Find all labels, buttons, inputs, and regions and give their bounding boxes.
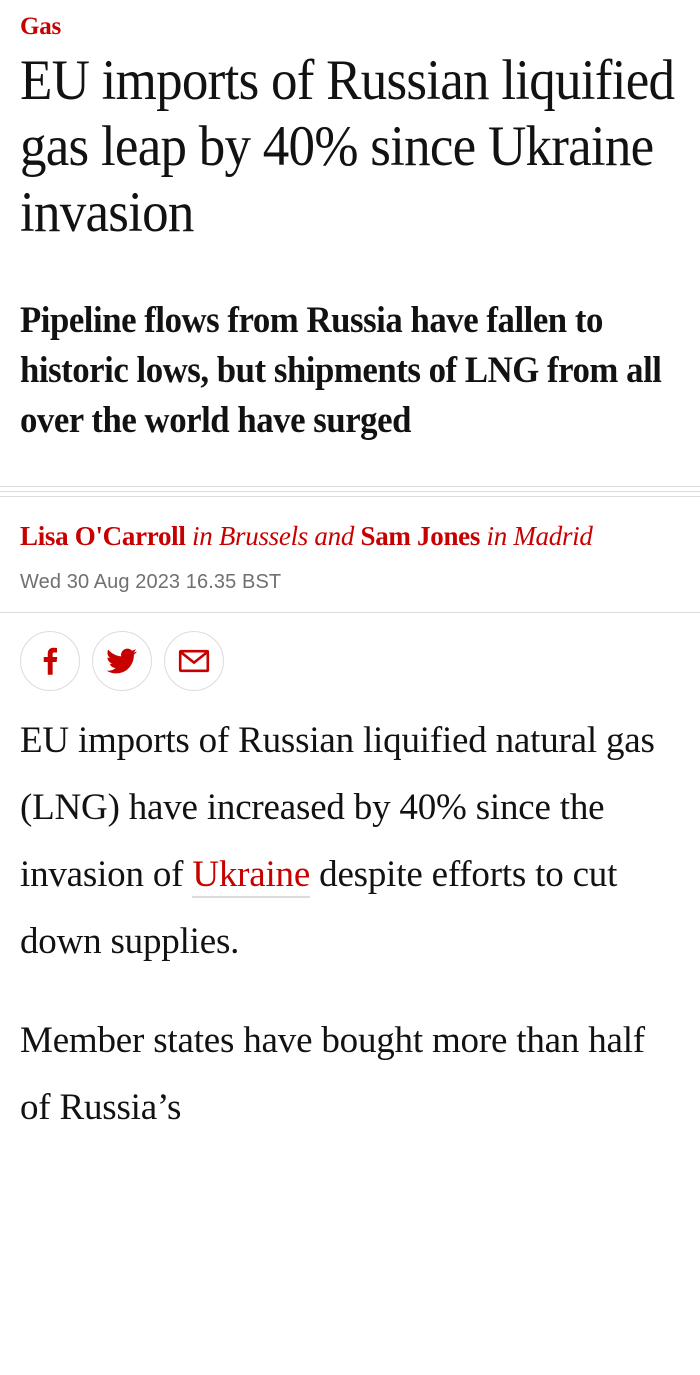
- body-paragraph-2: Member states have bought more than half…: [20, 1020, 645, 1128]
- share-twitter-button[interactable]: [92, 631, 152, 691]
- article-headline: EU imports of Russian liquified gas leap…: [20, 49, 675, 244]
- striped-divider: [0, 486, 700, 499]
- byline-location-two: in Madrid: [486, 521, 593, 551]
- article-byline: Lisa O'Carroll in Brussels and Sam Jones…: [20, 499, 680, 554]
- share-email-button[interactable]: [164, 631, 224, 691]
- byline-block: Lisa O'Carroll in Brussels and Sam Jones…: [0, 499, 700, 612]
- byline-author-one[interactable]: Lisa O'Carroll: [20, 521, 186, 551]
- byline-author-two[interactable]: Sam Jones: [360, 521, 481, 551]
- article-standfirst: Pipeline flows from Russia have fallen t…: [20, 300, 662, 441]
- facebook-icon: [35, 646, 65, 676]
- byline-divider: [0, 612, 700, 613]
- share-buttons: [0, 613, 700, 707]
- ukraine-link[interactable]: Ukraine: [192, 854, 310, 898]
- byline-location-one: in Brussels and: [192, 521, 355, 551]
- body-text-1a: EU imports of Russian liquified natural …: [20, 720, 655, 895]
- article-kicker[interactable]: Gas: [20, 13, 62, 40]
- article-header: Gas EU imports of Russian liquified gas …: [0, 0, 700, 446]
- share-facebook-button[interactable]: [20, 631, 80, 691]
- article-timestamp: Wed 30 Aug 2023 16.35 BST: [20, 571, 282, 593]
- twitter-icon: [106, 645, 138, 677]
- email-icon: [178, 645, 210, 677]
- body-text-1b: despite efforts to cut down supplies.: [20, 854, 618, 962]
- article-body: EU imports of Russian liquified natural …: [0, 707, 700, 1141]
- body-paragraph-1: EU imports of Russian liquified natural …: [20, 707, 680, 975]
